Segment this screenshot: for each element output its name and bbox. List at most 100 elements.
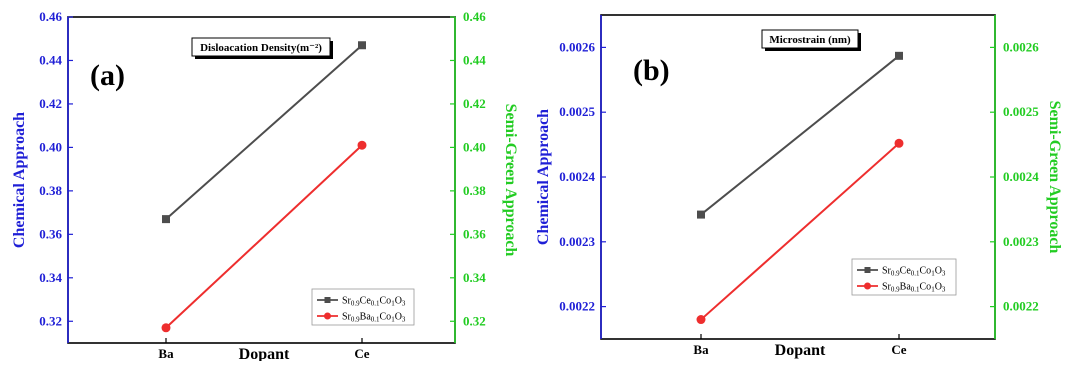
legend-text-part: Sr	[342, 312, 352, 323]
left-y-tick-label: 0.40	[39, 139, 62, 154]
data-point-marker	[697, 210, 705, 219]
left-y-tick-label: 0.0023	[559, 234, 595, 249]
left-y-tick-label: 0.0025	[559, 104, 595, 119]
title-box	[191, 37, 331, 57]
legend-subscript: 1	[931, 286, 935, 294]
legend-text-part: Ba	[360, 312, 372, 323]
right-y-tick-label: 0.0025	[1003, 104, 1039, 119]
right-y-tick-label: 0.0026	[1003, 39, 1039, 54]
title-box	[761, 29, 859, 49]
legend-text-part: O	[395, 296, 402, 307]
series-line	[700, 142, 900, 321]
right-y-tick-label: 0.46	[463, 9, 486, 24]
legend-text-part: Co	[920, 282, 932, 293]
legend-text-part: Co	[380, 312, 392, 323]
legend-label: Sr0.9Ba0.1Co1O3	[342, 312, 406, 324]
legend-subscript: 3	[402, 316, 406, 324]
left-y-axis-title: Chemical Approach	[11, 112, 28, 248]
chart-title: Microstrain (nm)	[769, 34, 851, 46]
data-point-marker	[696, 315, 706, 325]
chart-title: Disloacation Density(m⁻²)	[200, 42, 322, 54]
chart-panel-a: 0.32 0.34 0.36 0.38 0.40 0.42 0.44 0.46 0.32 0.34…	[11, 9, 519, 363]
legend-subscript: 0.9	[351, 316, 360, 324]
data-point-marker	[161, 323, 171, 333]
legend-subscript: 0.9	[891, 286, 900, 294]
series-line	[165, 144, 363, 329]
left-y-tick-label: 0.0026	[559, 39, 595, 54]
data-point-marker	[162, 215, 170, 224]
right-y-tick-label: 0.36	[463, 226, 486, 241]
x-tick-label: Ba	[158, 346, 174, 361]
legend-box	[851, 258, 957, 296]
left-y-tick-label: 0.0024	[559, 169, 595, 184]
legend-subscript: 1	[391, 316, 395, 324]
data-point-marker	[358, 41, 366, 50]
right-y-tick-label: 0.40	[463, 139, 486, 154]
legend-text-part: Co	[380, 296, 392, 307]
legend-text-part: Sr	[882, 282, 892, 293]
left-y-tick-label: 0.0022	[559, 299, 595, 314]
legend-subscript: 1	[931, 270, 935, 278]
legend-swatch-marker	[324, 312, 331, 320]
legend-subscript: 0.1	[911, 270, 920, 278]
legend-label: Sr0.9Ce0.1Co1O3	[342, 296, 406, 308]
x-axis-title: Dopant	[775, 342, 826, 359]
x-tick-label: Ce	[354, 346, 369, 361]
left-y-tick-label: 0.42	[39, 96, 62, 111]
legend-swatch-marker	[324, 297, 331, 303]
legend-subscript: 0.1	[371, 316, 380, 324]
data-point-marker	[895, 51, 903, 60]
legend-subscript: 0.1	[911, 286, 920, 294]
legend-text-part: Sr	[882, 266, 892, 277]
series-line	[700, 55, 900, 216]
legend-text-part: O	[395, 312, 402, 323]
legend-subscript: 1	[391, 300, 395, 308]
series-line	[165, 44, 363, 220]
x-tick-label: Ce	[891, 342, 906, 357]
legend-label: Sr0.9Ce0.1Co1O3	[882, 266, 946, 278]
left-y-tick-label: 0.46	[39, 9, 62, 24]
x-tick-label: Ba	[693, 342, 709, 357]
left-y-axis-title: Chemical Approach	[535, 109, 552, 245]
legend-subscript: 3	[942, 270, 946, 278]
legend-subscript: 3	[402, 300, 406, 308]
right-y-tick-label: 0.42	[463, 96, 486, 111]
legend-label: Sr0.9Ba0.1Co1O3	[882, 282, 946, 294]
right-y-tick-label: 0.0023	[1003, 234, 1039, 249]
legend-text-part: Sr	[342, 296, 352, 307]
right-y-tick-label: 0.0022	[1003, 299, 1039, 314]
right-y-tick-label: 0.32	[463, 313, 486, 328]
left-y-tick-label: 0.38	[39, 183, 62, 198]
right-y-tick-label: 0.44	[463, 52, 486, 67]
legend-subscript: 0.9	[351, 300, 360, 308]
legend-text-part: Ba	[900, 282, 912, 293]
legend-subscript: 0.1	[371, 300, 380, 308]
legend-swatch-marker	[864, 267, 871, 273]
panel-letter: (a)	[90, 59, 125, 92]
right-y-tick-label: 0.38	[463, 183, 486, 198]
data-point-marker	[357, 140, 367, 150]
right-y-axis-title: Semi-Green Approach	[1046, 101, 1063, 254]
left-y-tick-label: 0.36	[39, 226, 62, 241]
legend-subscript: 0.9	[891, 270, 900, 278]
right-y-axis-title: Semi-Green Approach	[502, 104, 519, 257]
right-y-tick-label: 0.0024	[1003, 169, 1039, 184]
legend-text-part: Co	[920, 266, 932, 277]
legend-subscript: 3	[942, 286, 946, 294]
legend-swatch-marker	[864, 282, 871, 290]
left-y-tick-label: 0.44	[39, 52, 62, 67]
legend-text-part: Ce	[360, 296, 372, 307]
legend-text-part: O	[935, 282, 942, 293]
legend-text-part: Ce	[900, 266, 912, 277]
chart-panel-b: 0.0022 0.0023 0.0024 0.0025 0.0026 0.0022 0.00…	[535, 14, 1063, 359]
legend-text-part: O	[935, 266, 942, 277]
x-axis-title: Dopant	[239, 346, 290, 361]
panel-letter: (b)	[633, 54, 670, 87]
left-y-tick-label: 0.32	[39, 313, 62, 328]
left-y-tick-label: 0.34	[39, 270, 62, 285]
right-y-tick-label: 0.34	[463, 270, 486, 285]
